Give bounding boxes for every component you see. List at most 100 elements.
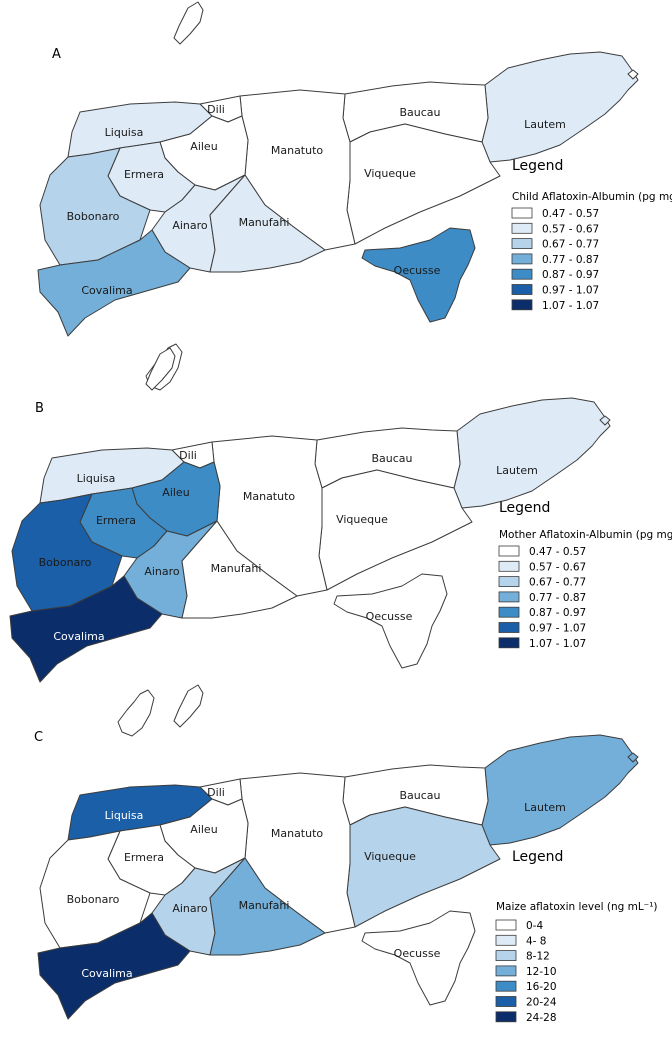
panel-letter: C <box>34 730 43 745</box>
label-Lautem: Lautem <box>524 801 566 814</box>
label-Viqueque: Viqueque <box>364 850 416 863</box>
legend-swatch <box>495 965 517 977</box>
label-Liquisa: Liquisa <box>105 126 144 139</box>
label-Liquisa: Liquisa <box>77 472 116 485</box>
legend-title: Legend <box>512 849 563 865</box>
legend-items: 0-4 4- 8 8-12 12-10 16-20 20-24 24-28 <box>495 919 557 1024</box>
district-Lautem <box>481 51 639 163</box>
label-Manufahi: Manufahi <box>239 216 290 229</box>
label-Aileu: Aileu <box>162 486 189 499</box>
legend-swatch <box>495 1011 517 1023</box>
legend: Legend Child Aflatoxin-Albumin (pg mg⁻¹)… <box>511 158 672 312</box>
legend-swatch <box>498 637 520 649</box>
label-Baucau: Baucau <box>371 452 412 465</box>
legend-swatch <box>495 980 517 992</box>
panel-b: B Lautem Baucau Viqueque Manatuto Dili L… <box>9 347 672 737</box>
label-Manatuto: Manatuto <box>271 827 324 840</box>
district-Viqueque <box>346 806 501 928</box>
label-Oecusse: Oecusse <box>394 947 441 960</box>
legend-swatch <box>495 950 517 962</box>
label-Bobonaro: Bobonaro <box>67 210 120 223</box>
legend-swatch <box>498 622 520 633</box>
label-Viqueque: Viqueque <box>364 167 416 180</box>
legend: Legend Mother Aflatoxin-Albumin (pg mg⁻¹… <box>498 500 672 650</box>
label-Baucau: Baucau <box>399 789 440 802</box>
legend-label: 16-20 <box>526 981 557 993</box>
panel-letter: B <box>35 401 44 416</box>
legend-swatch <box>498 606 520 618</box>
label-Viqueque: Viqueque <box>336 513 388 526</box>
label-Lautem: Lautem <box>524 118 566 131</box>
district-Viqueque <box>346 123 501 245</box>
legend-title: Legend <box>512 158 563 174</box>
legend-title: Legend <box>499 500 550 516</box>
legend-swatch <box>498 560 520 572</box>
legend-swatch <box>498 576 520 588</box>
legend-label: 1.07 - 1.07 <box>542 300 599 312</box>
label-Ainaro: Ainaro <box>172 902 208 915</box>
label-Manufahi: Manufahi <box>239 899 290 912</box>
panel-a: A Lautem Baucau Viqueque Manatuto Dili L… <box>37 1 672 391</box>
label-Dili: Dili <box>207 786 225 799</box>
label-Ermera: Ermera <box>96 514 136 527</box>
legend-swatch <box>498 545 520 557</box>
label-Covalima: Covalima <box>81 284 132 297</box>
legend-label: 0.47 - 0.57 <box>529 546 586 558</box>
legend-label: 0.97 - 1.07 <box>529 623 586 635</box>
label-Manufahi: Manufahi <box>211 562 262 575</box>
legend-subtitle: Maize aflatoxin level (ng mL⁻¹) <box>496 901 658 913</box>
legend-subtitle: Mother Aflatoxin-Albumin (pg mg⁻¹) <box>499 529 672 541</box>
label-Ermera: Ermera <box>124 168 164 181</box>
label-Oecusse: Oecusse <box>366 610 413 623</box>
legend-label: 0.87 - 0.97 <box>542 269 599 281</box>
label-Manatuto: Manatuto <box>271 144 324 157</box>
legend-label: 0.47 - 0.57 <box>542 208 599 220</box>
label-Liquisa: Liquisa <box>105 809 144 822</box>
district-Viqueque <box>318 469 473 591</box>
label-Baucau: Baucau <box>399 106 440 119</box>
label-Dili: Dili <box>179 449 197 462</box>
legend-swatch <box>511 284 533 295</box>
legend-label: 1.07 - 1.07 <box>529 638 586 650</box>
legend-swatch <box>511 222 533 234</box>
label-Ainaro: Ainaro <box>172 219 208 232</box>
legend-label: 0.67 - 0.77 <box>529 577 586 589</box>
legend-swatch <box>511 253 533 265</box>
legend-label: 0-4 <box>526 920 543 932</box>
legend-swatch <box>511 238 533 250</box>
legend-label: 0.67 - 0.77 <box>542 239 599 251</box>
label-Ermera: Ermera <box>124 851 164 864</box>
panel-c: C Lautem Baucau Viqueque Manatuto Dili L… <box>34 684 658 1024</box>
legend-subtitle: Child Aflatoxin-Albumin (pg mg⁻¹) <box>512 191 672 203</box>
district-Lautem <box>453 397 611 509</box>
label-Bobonaro: Bobonaro <box>67 893 120 906</box>
legend-label: 20-24 <box>526 997 557 1009</box>
legend-swatch <box>495 934 517 946</box>
legend-swatch <box>511 299 533 311</box>
district-islet <box>117 689 155 737</box>
district-Atauro <box>173 1 204 45</box>
legend-label: 24-28 <box>526 1012 557 1024</box>
legend-label: 0.87 - 0.97 <box>529 607 586 619</box>
legend-label: 0.57 - 0.67 <box>529 561 586 573</box>
label-Covalima: Covalima <box>81 967 132 980</box>
legend-label: 0.57 - 0.67 <box>542 223 599 235</box>
legend-items: 0.47 - 0.57 0.57 - 0.67 0.67 - 0.77 0.77 - … <box>511 207 599 312</box>
legend-label: 12-10 <box>526 966 557 978</box>
label-Bobonaro: Bobonaro <box>39 556 92 569</box>
legend-swatch <box>495 919 517 931</box>
legend-swatch <box>495 996 517 1007</box>
label-Manatuto: Manatuto <box>243 490 296 503</box>
legend-items: 0.47 - 0.57 0.57 - 0.67 0.67 - 0.77 0.77 - … <box>498 545 586 650</box>
label-Covalima: Covalima <box>53 630 104 643</box>
label-Lautem: Lautem <box>496 464 538 477</box>
label-Aileu: Aileu <box>190 140 217 153</box>
legend-label: 0.97 - 1.07 <box>542 285 599 297</box>
label-Oecusse: Oecusse <box>394 264 441 277</box>
legend-swatch <box>498 591 520 603</box>
panel-letter: A <box>52 47 61 62</box>
legend-swatch <box>511 207 533 219</box>
label-Ainaro: Ainaro <box>144 565 180 578</box>
label-Dili: Dili <box>207 103 225 116</box>
